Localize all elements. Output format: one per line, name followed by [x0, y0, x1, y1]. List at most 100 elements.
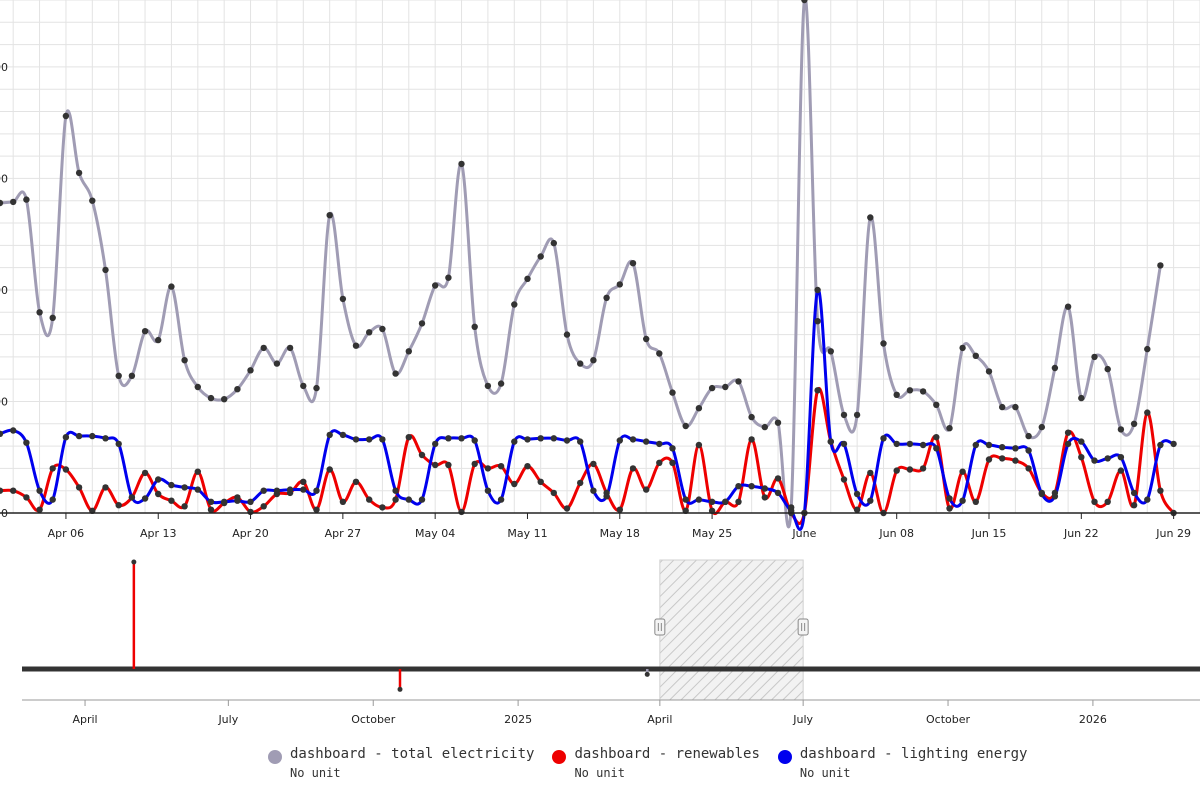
data-point-dashboard-total-electricity[interactable] [827, 348, 834, 355]
data-point-dashboard-total-electricity[interactable] [972, 352, 979, 359]
data-point-dashboard-total-electricity[interactable] [458, 160, 465, 168]
data-point-dashboard-lighting-energy[interactable] [1051, 493, 1059, 500]
series-line-dashboard-renewables[interactable] [0, 386, 1175, 525]
data-point-dashboard-lighting-energy[interactable] [1025, 447, 1032, 454]
data-point-dashboard-lighting-energy[interactable] [432, 440, 439, 448]
data-point-dashboard-lighting-energy[interactable] [867, 497, 874, 504]
data-point-dashboard-lighting-energy[interactable] [814, 286, 821, 294]
data-point-dashboard-total-electricity[interactable] [10, 198, 17, 206]
data-point-dashboard-lighting-energy[interactable] [458, 435, 465, 442]
data-point-dashboard-lighting-energy[interactable] [1091, 457, 1098, 464]
data-point-dashboard-renewables[interactable] [352, 478, 360, 485]
data-point-dashboard-renewables[interactable] [1144, 409, 1151, 416]
data-point-dashboard-lighting-energy[interactable] [695, 496, 703, 503]
data-point-dashboard-lighting-energy[interactable] [168, 481, 175, 489]
data-point-dashboard-total-electricity[interactable] [867, 214, 874, 221]
data-point-dashboard-lighting-energy[interactable] [1064, 440, 1072, 448]
data-point-dashboard-lighting-energy[interactable] [10, 427, 17, 434]
data-point-dashboard-total-electricity[interactable] [748, 413, 755, 421]
data-point-dashboard-lighting-energy[interactable] [893, 440, 900, 448]
data-point-dashboard-renewables[interactable] [23, 494, 30, 501]
data-point-dashboard-total-electricity[interactable] [616, 281, 623, 288]
data-point-dashboard-lighting-energy[interactable] [1157, 441, 1164, 449]
data-point-dashboard-lighting-energy[interactable] [352, 436, 360, 443]
data-point-dashboard-lighting-energy[interactable] [722, 498, 729, 505]
data-point-dashboard-renewables[interactable] [62, 466, 70, 473]
data-point-dashboard-total-electricity[interactable] [1144, 345, 1151, 353]
data-point-dashboard-lighting-energy[interactable] [643, 438, 650, 445]
data-point-dashboard-total-electricity[interactable] [801, 0, 808, 4]
data-point-dashboard-total-electricity[interactable] [326, 212, 333, 219]
data-point-dashboard-lighting-energy[interactable] [919, 441, 927, 449]
data-point-dashboard-total-electricity[interactable] [893, 391, 900, 398]
data-point-dashboard-total-electricity[interactable] [75, 169, 83, 177]
data-point-dashboard-total-electricity[interactable] [1104, 365, 1111, 373]
data-point-dashboard-total-electricity[interactable] [1038, 423, 1046, 431]
data-point-dashboard-total-electricity[interactable] [643, 335, 650, 343]
data-point-dashboard-lighting-energy[interactable] [774, 489, 782, 497]
data-point-dashboard-total-electricity[interactable] [23, 196, 30, 203]
data-point-dashboard-lighting-energy[interactable] [656, 440, 663, 448]
data-point-dashboard-renewables[interactable] [1025, 465, 1032, 472]
data-point-dashboard-renewables[interactable] [49, 465, 56, 472]
data-point-dashboard-renewables[interactable] [550, 489, 557, 497]
navigator-handle-left[interactable] [654, 618, 666, 636]
data-point-dashboard-renewables[interactable] [669, 459, 676, 466]
data-point-dashboard-total-electricity[interactable] [115, 372, 122, 379]
data-point-dashboard-renewables[interactable] [458, 508, 465, 516]
data-point-dashboard-renewables[interactable] [10, 487, 17, 494]
data-point-dashboard-total-electricity[interactable] [471, 323, 478, 330]
data-point-dashboard-renewables[interactable] [893, 467, 900, 474]
data-point-dashboard-total-electricity[interactable] [669, 389, 676, 396]
data-point-dashboard-total-electricity[interactable] [0, 199, 4, 207]
data-point-dashboard-renewables[interactable] [1078, 454, 1085, 461]
data-point-dashboard-lighting-energy[interactable] [445, 435, 452, 442]
data-point-dashboard-renewables[interactable] [1157, 487, 1164, 494]
data-point-dashboard-renewables[interactable] [906, 466, 914, 473]
data-point-dashboard-renewables[interactable] [814, 387, 821, 394]
data-point-dashboard-lighting-energy[interactable] [827, 438, 834, 445]
data-point-dashboard-renewables[interactable] [141, 469, 149, 477]
data-point-dashboard-lighting-energy[interactable] [1144, 496, 1151, 503]
data-point-dashboard-lighting-energy[interactable] [972, 441, 979, 449]
data-point-dashboard-renewables[interactable] [497, 463, 505, 470]
data-point-dashboard-lighting-energy[interactable] [181, 484, 188, 491]
data-point-dashboard-total-electricity[interactable] [906, 387, 914, 394]
data-point-dashboard-total-electricity[interactable] [959, 344, 966, 352]
data-point-dashboard-lighting-energy[interactable] [273, 487, 281, 494]
data-point-dashboard-renewables[interactable] [432, 461, 439, 469]
data-point-dashboard-renewables[interactable] [102, 484, 109, 491]
data-point-dashboard-lighting-energy[interactable] [379, 436, 386, 443]
data-point-dashboard-renewables[interactable] [445, 461, 452, 469]
data-point-dashboard-lighting-energy[interactable] [300, 486, 307, 493]
data-point-dashboard-renewables[interactable] [656, 459, 663, 466]
data-point-dashboard-renewables[interactable] [985, 456, 993, 463]
data-point-dashboard-lighting-energy[interactable] [207, 498, 215, 505]
data-point-dashboard-total-electricity[interactable] [1051, 364, 1059, 372]
data-point-dashboard-renewables[interactable] [999, 455, 1006, 462]
legend-item-total-electricity[interactable]: dashboard - total electricity No unit [268, 744, 534, 782]
data-point-dashboard-total-electricity[interactable] [49, 314, 56, 321]
data-point-dashboard-total-electricity[interactable] [1012, 403, 1019, 411]
data-point-dashboard-total-electricity[interactable] [946, 425, 953, 432]
data-point-dashboard-renewables[interactable] [0, 487, 4, 494]
data-point-dashboard-lighting-energy[interactable] [748, 483, 755, 490]
data-point-dashboard-renewables[interactable] [959, 468, 966, 475]
data-point-dashboard-total-electricity[interactable] [234, 386, 241, 393]
data-point-dashboard-renewables[interactable] [537, 478, 544, 485]
legend-item-renewables[interactable]: dashboard - renewables No unit [552, 744, 760, 782]
data-point-dashboard-total-electricity[interactable] [933, 401, 940, 408]
data-point-dashboard-renewables[interactable] [577, 479, 584, 487]
data-point-dashboard-renewables[interactable] [1012, 457, 1019, 464]
data-point-dashboard-renewables[interactable] [853, 506, 861, 513]
data-point-dashboard-renewables[interactable] [379, 504, 386, 511]
data-point-dashboard-lighting-energy[interactable] [62, 434, 70, 441]
data-point-dashboard-renewables[interactable] [761, 494, 768, 501]
data-point-dashboard-lighting-energy[interactable] [418, 496, 426, 503]
data-point-dashboard-total-electricity[interactable] [141, 328, 149, 335]
data-point-dashboard-lighting-energy[interactable] [999, 444, 1006, 451]
data-point-dashboard-lighting-energy[interactable] [1078, 438, 1085, 445]
data-point-dashboard-total-electricity[interactable] [590, 357, 597, 364]
data-point-dashboard-total-electricity[interactable] [550, 239, 557, 247]
data-point-dashboard-total-electricity[interactable] [853, 411, 861, 419]
